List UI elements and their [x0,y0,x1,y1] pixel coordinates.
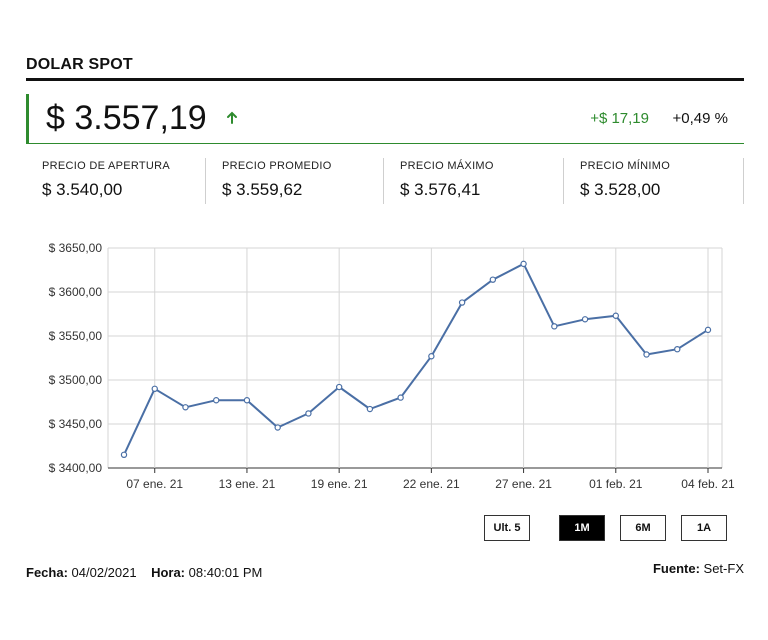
data-point [120,451,128,458]
range-button-6m[interactable]: 6M [620,515,666,541]
y-tick-label: $ 3500,00 [49,373,103,387]
x-tick-label: 07 ene. 21 [126,477,183,491]
price-line-chart: $ 3400,00 $ 3450,00 $ 3500,00 $ 3550,00 $ 36… [49,241,735,491]
stat-value: $ 3.528,00 [580,180,661,199]
y-tick-label: $ 3550,00 [49,329,103,343]
stat-max: PRECIO MÁXIMO $ 3.576,41 [384,158,564,204]
stat-value: $ 3.540,00 [42,180,123,199]
source: Fuente: Set-FX [653,561,744,576]
stat-label: PRECIO DE APERTURA [42,160,171,172]
data-point [397,394,404,401]
time-value: 08:40:01 PM [188,565,263,580]
title-divider [26,78,744,81]
data-point [335,383,343,391]
x-tick-label: 27 ene. 21 [495,477,552,491]
current-price: $ 3.557,19 [46,99,207,137]
data-point [520,260,527,268]
range-button-last5[interactable]: Ult. 5 [484,515,530,541]
time-label: Hora: [151,565,186,580]
price-panel: $ 3.557,19 +$ 17,19 +0,49 % [26,94,744,144]
x-tick-label: 19 ene. 21 [311,477,368,491]
data-point [305,410,312,417]
range-button-1m[interactable]: 1M [559,515,605,541]
data-point [674,345,681,353]
stat-label: PRECIO MÍNIMO [580,160,671,172]
y-tick-label: $ 3400,00 [49,461,103,475]
data-point [243,397,251,404]
date-label: Fecha: [26,565,68,580]
stat-min: PRECIO MÍNIMO $ 3.528,00 [564,158,744,204]
data-point [274,424,281,431]
data-point [151,385,158,392]
x-tick-label: 04 feb. 21 [681,477,735,491]
stat-value: $ 3.559,62 [222,180,303,199]
stat-label: PRECIO PROMEDIO [222,160,332,172]
data-point [213,397,220,404]
data-point [612,312,619,319]
x-tick-label: 01 feb. 21 [589,477,643,491]
stat-value: $ 3.576,41 [400,180,481,199]
stat-opening: PRECIO DE APERTURA $ 3.540,00 [26,158,206,204]
change-percent: +0,49 % [672,110,728,127]
data-point [581,316,589,323]
data-point [643,351,650,358]
x-tick-label: 22 ene. 21 [403,477,460,491]
source-value: Set-FX [703,561,744,576]
stat-average: PRECIO PROMEDIO $ 3.559,62 [206,158,384,204]
y-tick-label: $ 3450,00 [49,417,103,431]
source-label: Fuente: [652,561,700,576]
data-point [182,404,189,411]
stat-label: PRECIO MÁXIMO [400,160,494,172]
y-tick-label: $ 3600,00 [49,285,103,299]
data-point [704,326,712,334]
page-title: DOLAR SPOT [26,56,133,73]
timestamp: Fecha: 04/02/2021 Hora: 08:40:01 PM [26,565,262,580]
data-point [489,276,497,283]
date-value: 04/02/2021 [71,565,137,580]
range-button-1a[interactable]: 1A [681,515,727,541]
data-point [428,353,435,360]
data-point [551,323,558,330]
stats-row: PRECIO DE APERTURA $ 3.540,00 PRECIO PRO… [26,158,744,204]
data-point [366,405,374,413]
change-amount: +$ 17,19 [590,110,649,127]
series-line [123,262,709,456]
x-tick-label: 13 ene. 21 [219,477,276,491]
y-tick-label: $ 3650,00 [49,241,103,255]
data-point [458,299,466,306]
arrow-up-icon [227,111,237,124]
